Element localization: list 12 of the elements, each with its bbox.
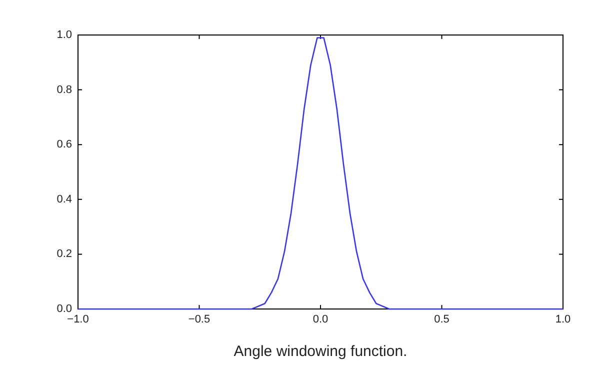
x-tick-label: 1.0	[555, 314, 571, 326]
y-tick-label: 0.4	[56, 193, 72, 206]
y-tick-label: 0.8	[56, 84, 72, 96]
x-tick-label: −0.5	[188, 314, 210, 326]
y-tick-label: 0.0	[56, 303, 72, 316]
x-tick-label: 0.5	[434, 314, 450, 326]
y-tick-label: 0.2	[56, 248, 72, 260]
text: Angle windowing function.	[234, 343, 408, 360]
y-tick-label: 0.6	[56, 138, 72, 151]
x-tick-label: 0.0	[312, 314, 328, 326]
x-tick-label: −1.0	[67, 314, 89, 326]
y-tick-label: 1.0	[56, 29, 72, 42]
